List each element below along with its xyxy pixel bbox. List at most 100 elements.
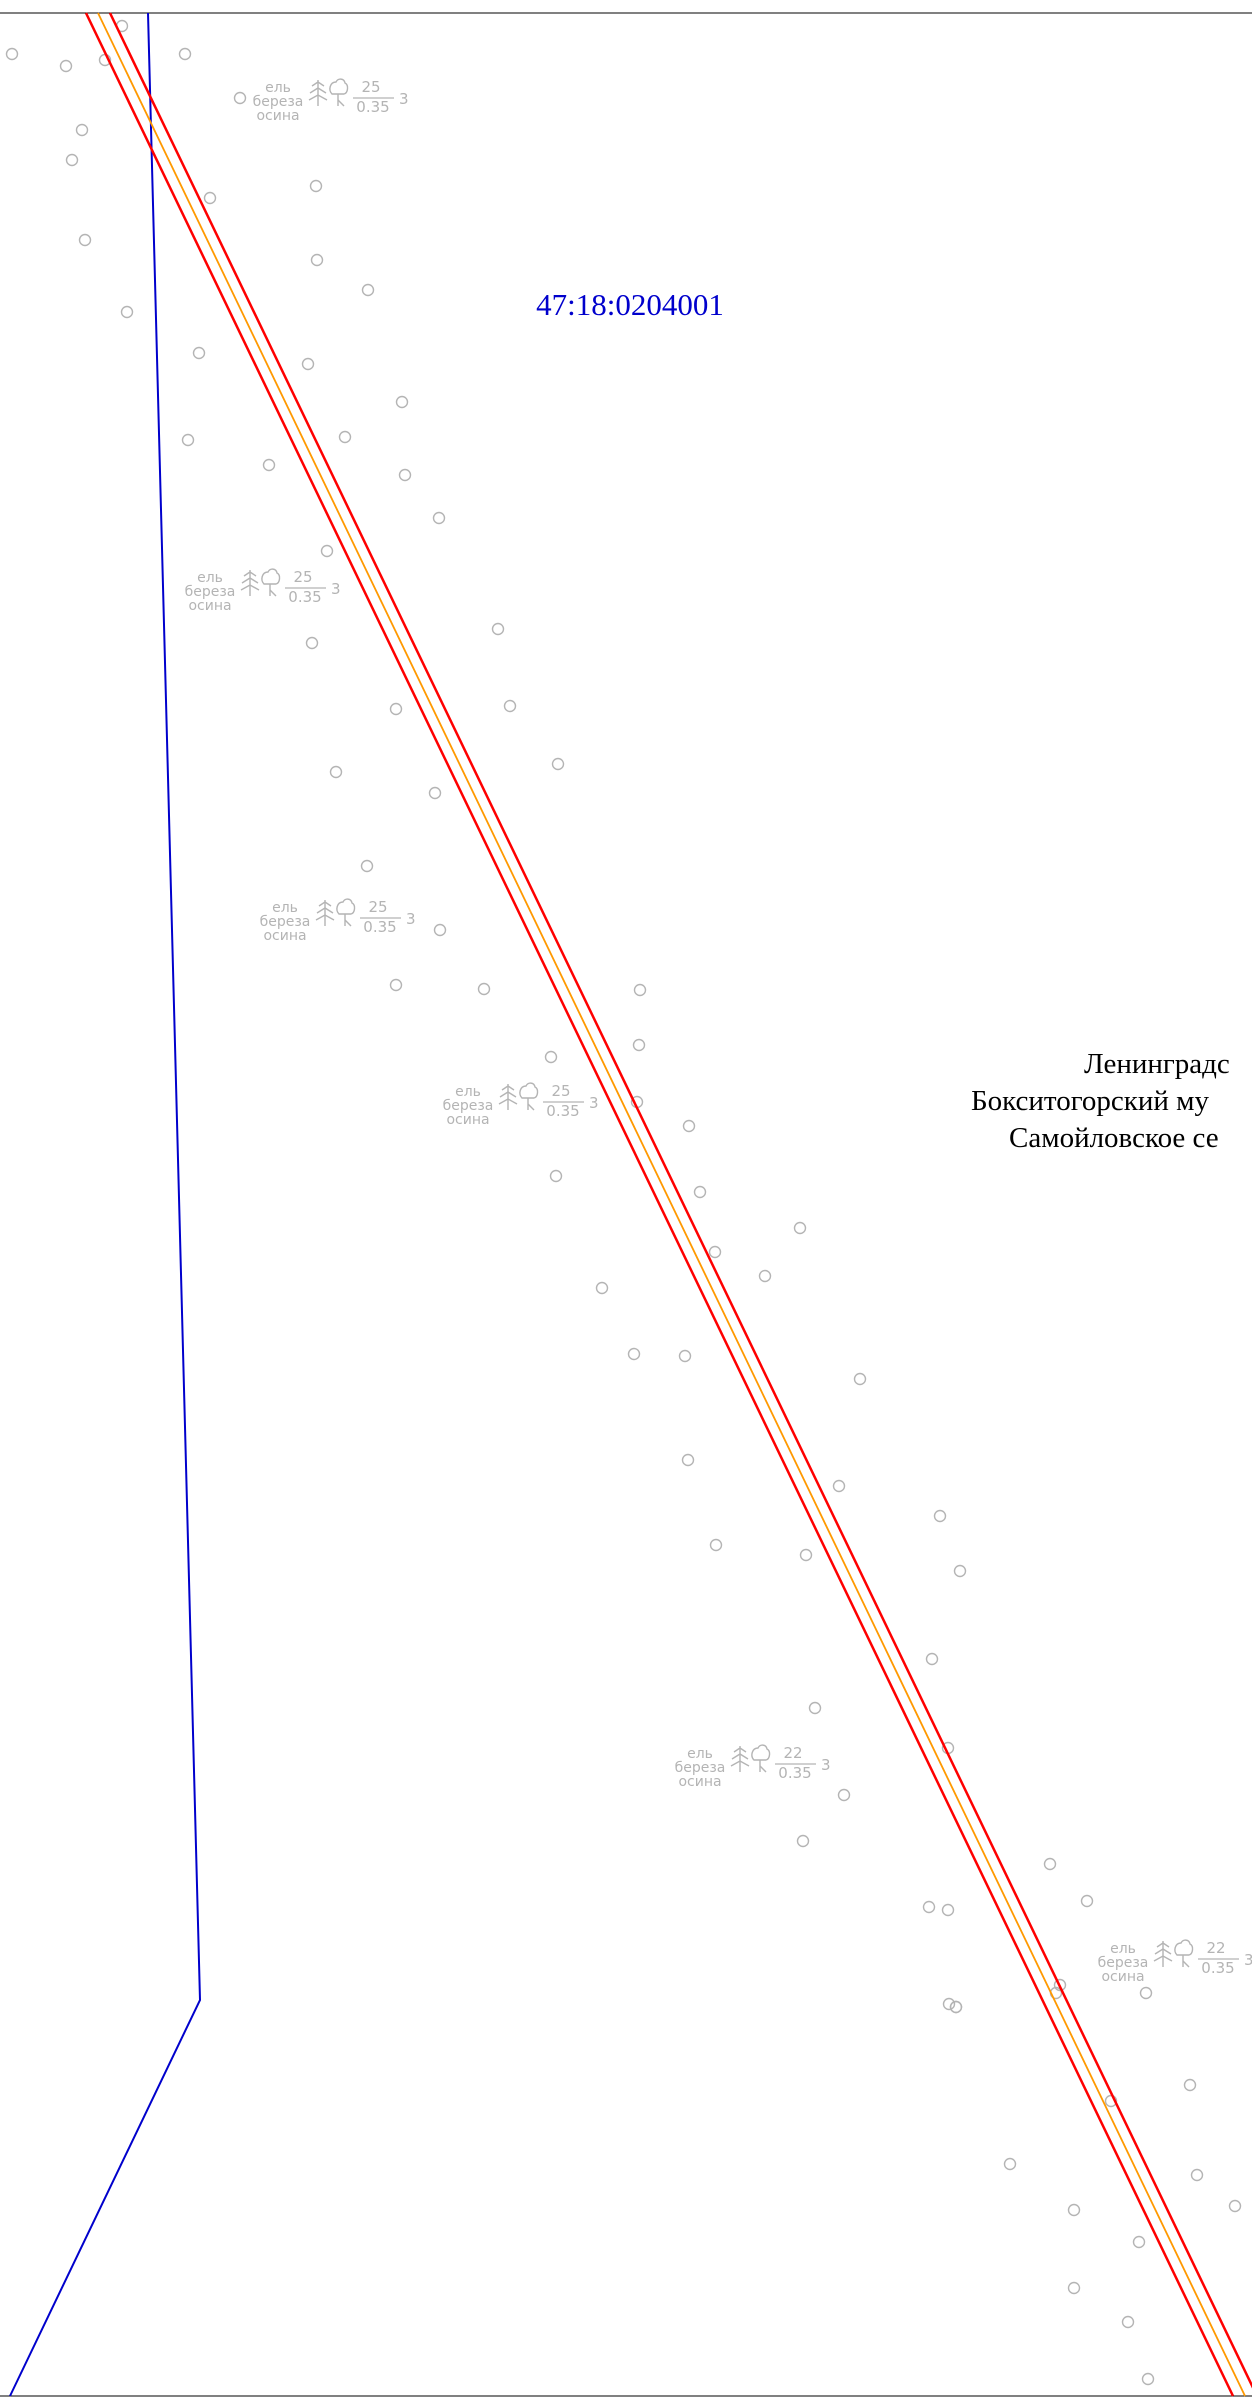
tree-point-icon <box>546 1052 557 1063</box>
cadastral-boundary-line <box>10 13 200 2396</box>
tree-point-icon <box>122 307 133 318</box>
tree-point-icon <box>684 1121 695 1132</box>
tree-point-icon <box>303 359 314 370</box>
cadastral-number-label: 47:18:0204001 <box>536 287 724 322</box>
conifer-icon <box>731 1746 749 1772</box>
deciduous-icon <box>1175 1940 1193 1967</box>
tree-point-icon <box>331 767 342 778</box>
forest-species-3: осина <box>446 1112 489 1128</box>
tree-point-icon <box>924 1902 935 1913</box>
forest-label: ельберезаосина 25 0.35 3 <box>185 568 341 614</box>
forest-height-value: 25 <box>361 78 380 96</box>
conifer-icon <box>309 80 327 106</box>
deciduous-icon <box>337 899 355 926</box>
forest-label: ельберезаосина 25 0.35 3 <box>443 1082 599 1128</box>
tree-point-icon <box>80 235 91 246</box>
forest-species-3: осина <box>256 108 299 124</box>
forest-height-value: 25 <box>293 568 312 586</box>
tree-point-icon <box>629 1349 640 1360</box>
admin-label-district: Бокситогорский му <box>971 1085 1209 1117</box>
tree-point-icon <box>760 1271 771 1282</box>
forest-diameter-value: 0.35 <box>363 918 396 936</box>
tree-point-icon <box>434 513 445 524</box>
tree-point-icon <box>61 61 72 72</box>
tree-point-icon <box>810 1703 821 1714</box>
tree-point-icon <box>944 1999 955 2010</box>
tree-point-icon <box>363 285 374 296</box>
forest-species-3: осина <box>678 1774 721 1790</box>
tree-point-icon <box>927 1654 938 1665</box>
tree-point-icon <box>194 348 205 359</box>
tree-point-icon <box>77 125 88 136</box>
tree-point-icon <box>551 1171 562 1182</box>
tree-point-icon <box>397 397 408 408</box>
tree-point-icon <box>597 1283 608 1294</box>
forest-height-value: 22 <box>1206 1939 1225 1957</box>
tree-point-icon <box>183 435 194 446</box>
deciduous-icon <box>752 1745 770 1772</box>
conifer-icon <box>241 570 259 596</box>
tree-point-icon <box>1192 2170 1203 2181</box>
tree-point-icon <box>1134 2237 1145 2248</box>
deciduous-icon <box>520 1083 538 1110</box>
tree-point-icon <box>67 155 78 166</box>
tree-point-icon <box>430 788 441 799</box>
road-edge-left <box>86 13 1233 2396</box>
admin-label-region: Ленинградс <box>1084 1048 1230 1080</box>
conifer-icon <box>1154 1941 1172 1967</box>
tree-point-icon <box>362 861 373 872</box>
tree-point-icon <box>307 638 318 649</box>
tree-point-icon <box>955 1566 966 1577</box>
deciduous-icon <box>262 569 280 596</box>
forest-label: ельберезаосина 25 0.35 3 <box>260 898 416 944</box>
forest-density-value: 3 <box>589 1094 599 1112</box>
tree-point-icon <box>264 460 275 471</box>
deciduous-icon <box>330 79 348 106</box>
tree-point-icon <box>340 432 351 443</box>
forest-diameter-value: 0.35 <box>546 1102 579 1120</box>
tree-point-icon <box>801 1550 812 1561</box>
tree-point-icon <box>834 1481 845 1492</box>
conifer-icon <box>316 900 334 926</box>
tree-point-icon <box>1143 2374 1154 2385</box>
forest-label: ельберезаосина 22 0.35 3 <box>1098 1939 1252 1985</box>
tree-point-icon <box>798 1836 809 1847</box>
road-axis <box>98 13 1245 2396</box>
tree-point-icon <box>1185 2080 1196 2091</box>
tree-point-icon <box>322 546 333 557</box>
tree-point-icon <box>391 980 402 991</box>
forest-diameter-value: 0.35 <box>778 1764 811 1782</box>
tree-point-icon <box>1045 1859 1056 1870</box>
tree-point-icon <box>943 1905 954 1916</box>
road <box>86 13 1252 2396</box>
tree-point-icon <box>391 704 402 715</box>
tree-point-icon <box>311 181 322 192</box>
tree-point-icon <box>312 255 323 266</box>
tree-point-icon <box>710 1247 721 1258</box>
admin-label-settlement: Самойловское се <box>1009 1122 1219 1154</box>
tree-point-icon <box>180 49 191 60</box>
tree-point-icon <box>634 1040 645 1051</box>
tree-point-icon <box>935 1511 946 1522</box>
tree-point-icon <box>839 1790 850 1801</box>
forest-density-value: 3 <box>399 90 409 108</box>
forest-diameter-value: 0.35 <box>356 98 389 116</box>
tree-point-icon <box>680 1351 691 1362</box>
tree-point-icon <box>1141 1988 1152 1999</box>
tree-point-icon <box>1082 1896 1093 1907</box>
tree-point-icon <box>695 1187 706 1198</box>
tree-point-icon <box>205 193 216 204</box>
forest-density-value: 3 <box>1244 1951 1252 1969</box>
tree-point-icon <box>493 624 504 635</box>
tree-point-icon <box>479 984 490 995</box>
forest-species-3: осина <box>263 928 306 944</box>
conifer-icon <box>499 1084 517 1110</box>
forest-density-value: 3 <box>331 580 341 598</box>
tree-point-icon <box>400 470 411 481</box>
tree-point-icon <box>635 985 646 996</box>
forest-height-value: 22 <box>783 1744 802 1762</box>
